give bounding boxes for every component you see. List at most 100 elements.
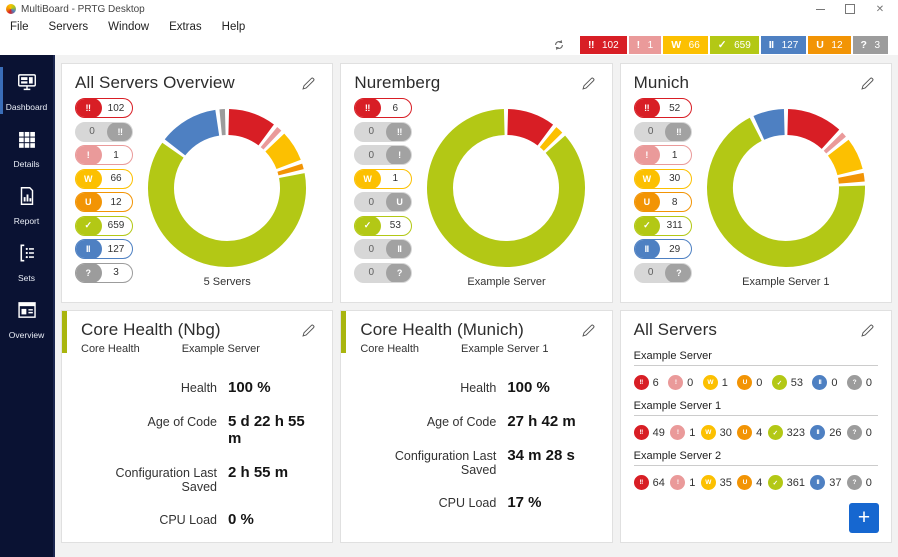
status-pill-down_ack[interactable]: 0!! — [75, 121, 133, 142]
close-button[interactable]: ✕ — [875, 3, 885, 15]
sidebar-item-details[interactable]: Details — [0, 119, 53, 176]
badge-count: 0 — [756, 376, 763, 389]
edit-panel-button[interactable] — [857, 320, 878, 341]
status-pill-unknown[interactable]: 0? — [354, 262, 413, 283]
status-pill-down[interactable]: !! 52 — [633, 98, 692, 118]
panel-all-servers-overview: All Servers Overview !! 102 0!! ! 1 W 66 U 12 ✓ 65… — [61, 63, 334, 303]
menu-item-extras[interactable]: Extras — [169, 20, 202, 33]
status-pill-unusual[interactable]: U 12 — [75, 192, 133, 212]
status-pill-paused[interactable]: II 29 — [633, 239, 692, 259]
status-pill-unknown[interactable]: 0? — [633, 262, 692, 283]
badge-count: 0 — [831, 376, 838, 389]
status-down-icon: !! — [587, 39, 595, 51]
status-unusual-icon: U — [737, 425, 753, 440]
sidebar-item-sets[interactable]: Sets — [0, 233, 53, 290]
status-warning-icon: W — [355, 169, 381, 188]
edit-panel-button[interactable] — [578, 320, 599, 341]
status-paused-icon: II — [634, 240, 661, 258]
pill-count: 1 — [671, 149, 678, 161]
status-pill-up[interactable]: ✓ 659 — [75, 215, 133, 236]
toolbar-badge-unusual[interactable]: U 12 — [808, 36, 851, 54]
status-pill-up[interactable]: ✓ 53 — [354, 215, 413, 236]
status-pill-down_partial[interactable]: 0! — [354, 145, 413, 165]
panel-title: All Servers Overview — [75, 73, 235, 92]
menu-item-servers[interactable]: Servers — [48, 20, 89, 33]
server-group-name: Example Server 2 — [633, 450, 722, 462]
stat-row: CPU Load 0 % — [81, 511, 319, 528]
toolbar-badge-up[interactable]: ✓ 659 — [709, 36, 759, 54]
status-pill-paused[interactable]: II 127 — [75, 239, 133, 259]
panel-title: Munich — [633, 73, 690, 92]
sidebar-item-dashboard[interactable]: Dashboard — [0, 62, 53, 119]
status-pill-down[interactable]: !! 102 — [75, 98, 133, 118]
pill-count: 12 — [110, 196, 122, 208]
window-title: MultiBoard - PRTG Desktop — [21, 3, 145, 15]
status-unusual-icon: U — [385, 193, 412, 211]
edit-panel-button[interactable] — [857, 73, 878, 94]
menu-item-help[interactable]: Help — [221, 20, 246, 33]
refresh-icon[interactable] — [552, 38, 566, 52]
status-warning-icon: W — [671, 39, 681, 51]
status-unknown-icon: ? — [665, 263, 691, 282]
menu-item-file[interactable]: File — [10, 20, 29, 33]
pill-count: 3 — [113, 267, 119, 278]
report-document-icon — [16, 185, 38, 212]
minimize-button[interactable] — [814, 3, 826, 15]
status-pill-down[interactable]: !! 6 — [354, 98, 413, 118]
edit-panel-button[interactable] — [298, 320, 319, 341]
toolbar-badge-down[interactable]: !! 102 — [579, 36, 627, 54]
status-unknown-icon: ? — [846, 475, 862, 490]
edit-panel-button[interactable] — [298, 73, 319, 94]
toolbar-badge-paused[interactable]: II 127 — [760, 36, 807, 54]
toolbar-badge-unknown[interactable]: ? 3 — [852, 36, 888, 54]
pill-count: 0 — [368, 149, 375, 161]
status-donut-chart — [143, 104, 311, 272]
status-pill-warning[interactable]: W 30 — [633, 168, 692, 189]
stat-list: Health 100 % Age of Code 5 d 22 h 55 m Confi… — [81, 379, 319, 528]
status-unknown-icon: ? — [860, 39, 867, 51]
sidebar-item-report[interactable]: Report — [0, 176, 53, 233]
status-pill-warning[interactable]: W 66 — [75, 168, 133, 189]
status-donut-chart — [422, 104, 590, 272]
badge-count: 49 — [652, 426, 665, 439]
toolbar-badge-warning[interactable]: W 66 — [663, 36, 708, 54]
pill-count: 0 — [368, 267, 375, 278]
status-unknown-icon: ? — [385, 263, 412, 282]
status-badge-down_partial: ! 0 — [668, 375, 693, 390]
stat-label: CPU Load — [438, 496, 497, 510]
status-badge-down: !! 49 — [633, 425, 665, 440]
sets-list-icon — [16, 242, 38, 269]
menu-item-window[interactable]: Window — [108, 20, 150, 33]
stat-label: CPU Load — [159, 513, 217, 527]
details-grid-icon — [16, 128, 38, 155]
badge-count: 1 — [721, 376, 728, 389]
status-pill-down_ack[interactable]: 0!! — [354, 121, 413, 142]
status-warning-icon: W — [702, 375, 718, 390]
panel-core-health-munich: Core Health (Munich) Core Health Example… — [340, 310, 613, 543]
stat-row: Age of Code 27 h 42 m — [360, 413, 598, 430]
sidebar-item-overview[interactable]: Overview — [0, 290, 53, 347]
app-header: MultiBoard - PRTG Desktop ✕ File Servers W… — [0, 0, 898, 55]
toolbar-badge-down_partial[interactable]: ! 1 — [628, 36, 662, 54]
dashboard-icon — [16, 71, 38, 98]
badge-count: 1 — [689, 426, 696, 439]
status-pill-down_partial[interactable]: ! 1 — [633, 145, 692, 165]
status-pill-up[interactable]: ✓ 311 — [633, 215, 692, 236]
status-up-icon: ✓ — [76, 216, 102, 235]
badge-count: 1 — [647, 39, 654, 51]
status-pill-down_partial[interactable]: ! 1 — [75, 145, 133, 165]
panel-title: All Servers — [633, 320, 717, 339]
status-pill-paused[interactable]: 0 II — [354, 239, 413, 259]
status-pill-unknown[interactable]: ? 3 — [75, 262, 133, 283]
status-down-icon: !! — [633, 425, 649, 440]
edit-panel-button[interactable] — [578, 73, 599, 94]
add-tile-button[interactable]: + — [849, 503, 879, 533]
maximize-button[interactable] — [844, 3, 856, 15]
pill-count: 0 — [647, 267, 654, 278]
status-pill-down_ack[interactable]: 0!! — [633, 121, 692, 142]
status-badge-down_partial: ! 1 — [670, 475, 695, 490]
